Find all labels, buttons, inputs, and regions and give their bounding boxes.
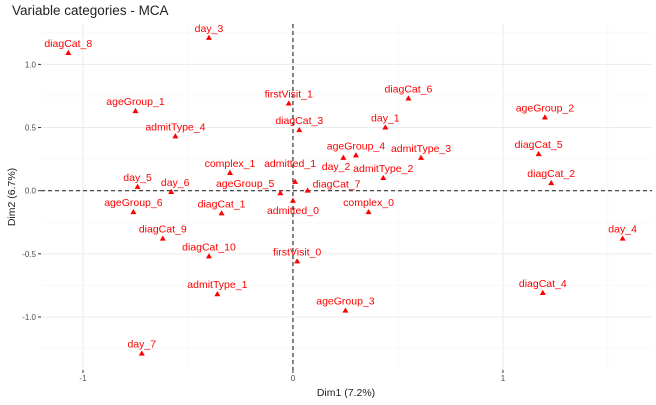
point-marker	[205, 34, 212, 40]
point-marker	[214, 291, 221, 297]
point-label: admitType_1	[187, 279, 247, 291]
point-marker	[296, 126, 303, 133]
y-tick-label: 0.0	[25, 187, 37, 196]
point-label: firstVisit_0	[273, 246, 321, 258]
point-marker	[342, 307, 349, 313]
point-label: day_7	[127, 339, 156, 351]
point-marker	[294, 258, 301, 264]
point-label: ageGroup_5	[216, 178, 275, 190]
point-label: ageGroup_3	[316, 296, 375, 308]
x-tick-label: 1	[501, 374, 506, 383]
point-label: admitted_1	[264, 158, 316, 170]
x-axis-title: Dim1 (7.2%)	[317, 387, 375, 399]
point-marker	[535, 150, 542, 157]
point-label: day_2	[322, 161, 351, 173]
point-label: admitted_0	[267, 205, 319, 217]
point-marker	[277, 190, 284, 196]
point-label: diagCat_3	[275, 115, 323, 127]
point-label: day_3	[195, 23, 224, 35]
point-label: ageGroup_4	[327, 140, 386, 152]
point-label: diagCat_10	[182, 241, 236, 253]
point-label: diagCat_5	[515, 139, 563, 151]
point-marker	[168, 188, 175, 194]
point-label: ageGroup_6	[104, 197, 163, 209]
point-marker	[138, 350, 145, 356]
point-marker	[134, 183, 141, 189]
point-marker	[380, 174, 387, 181]
point-label: complex_0	[343, 197, 394, 209]
point-label: ageGroup_2	[516, 102, 575, 114]
point-marker	[172, 133, 179, 139]
point-label: day_6	[161, 177, 190, 189]
point-label: admitType_3	[391, 143, 451, 155]
point-marker	[226, 169, 233, 176]
point-label: admitType_4	[145, 121, 205, 133]
point-marker	[218, 210, 225, 216]
point-marker	[405, 95, 412, 101]
point-marker	[418, 154, 425, 160]
y-tick-label: 0.5	[25, 124, 37, 133]
point-label: diagCat_8	[44, 38, 92, 50]
point-marker	[205, 253, 212, 259]
point-marker	[541, 114, 548, 120]
point-label: day_4	[608, 224, 637, 236]
x-tick-label: 0	[291, 374, 296, 383]
chart-title: Variable categories - MCA	[12, 3, 169, 18]
point-marker	[65, 49, 72, 56]
point-label: day_5	[123, 172, 152, 184]
point-label: diagCat_6	[385, 84, 433, 96]
point-marker	[382, 124, 389, 130]
point-label: day_1	[371, 113, 400, 125]
points: diagCat_8 day_3 ageGroup_1 admitType_4compl…	[44, 23, 637, 356]
point-label: ageGroup_1	[106, 96, 165, 108]
y-tick-label: -1.0	[22, 313, 36, 322]
point-label: firstVisit_1	[265, 89, 313, 101]
point-marker	[619, 235, 626, 241]
y-tick-label: -0.5	[22, 250, 36, 259]
reference-lines	[41, 24, 652, 370]
point-label: diagCat_1	[198, 198, 246, 210]
point-label: diagCat_2	[527, 168, 575, 180]
point-label: diagCat_4	[519, 278, 567, 290]
point-marker	[285, 100, 292, 106]
point-label: complex_1	[205, 158, 256, 170]
point-marker	[352, 152, 359, 158]
point-label: diagCat_9	[139, 224, 187, 236]
point-marker	[289, 197, 296, 203]
point-marker	[159, 235, 166, 241]
point-marker	[132, 107, 139, 114]
axes: -1 0 1 -1.0 -0.5 0.0 0.5 1.0	[22, 60, 505, 383]
x-tick-label: -1	[79, 374, 87, 383]
point-marker	[130, 208, 137, 215]
point-marker	[539, 289, 546, 295]
point-marker	[340, 154, 347, 160]
point-label: admitType_2	[353, 163, 413, 175]
y-axis-title: Dim2 (6.7%)	[6, 168, 18, 226]
point-marker	[365, 208, 372, 215]
point-marker	[292, 178, 299, 184]
y-tick-label: 1.0	[25, 60, 37, 69]
point-label: diagCat_7	[313, 179, 361, 191]
point-marker	[304, 187, 311, 193]
point-marker	[548, 179, 555, 186]
